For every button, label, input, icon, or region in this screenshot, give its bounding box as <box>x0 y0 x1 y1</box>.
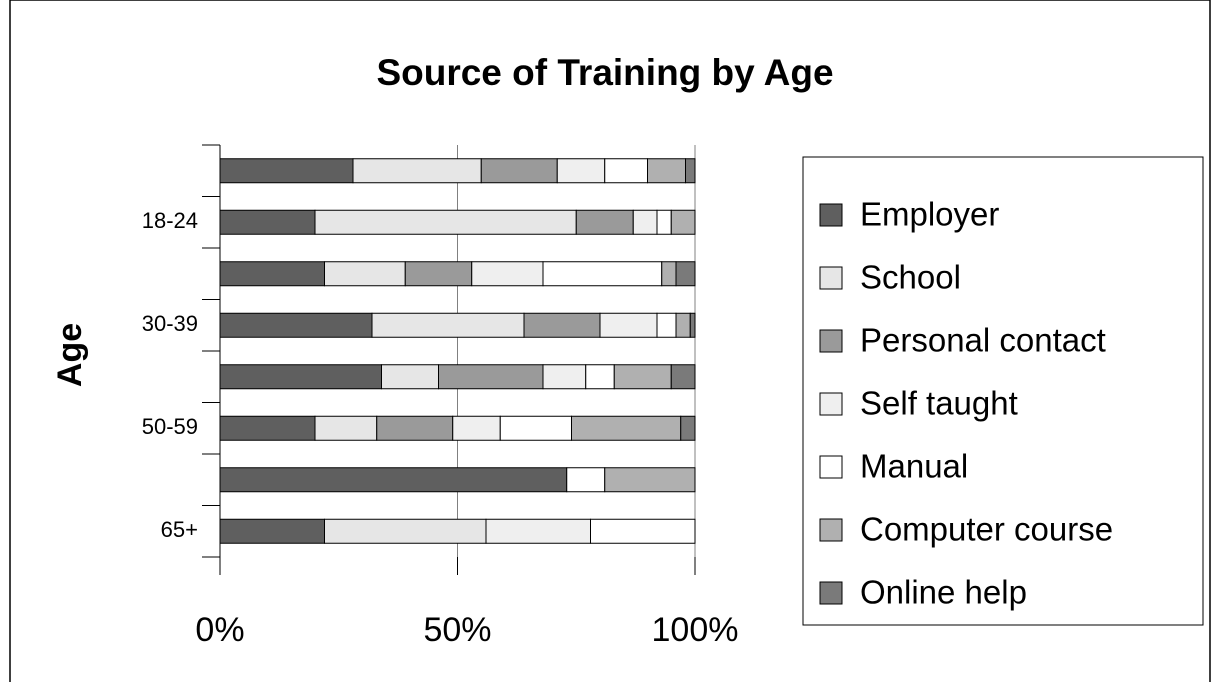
bar-segment <box>632 209 658 235</box>
legend-label: School <box>860 259 961 296</box>
legend-swatch <box>819 329 843 353</box>
bar-segment <box>371 312 525 338</box>
bar-segment <box>314 415 378 441</box>
x-tick-label: 100% <box>652 611 739 649</box>
bar-segment <box>219 518 325 544</box>
bar-segment <box>324 261 406 287</box>
y-tick-label: 18-24 <box>142 208 198 233</box>
x-tick-label: 50% <box>423 611 491 649</box>
bar-segment <box>556 158 606 184</box>
bar-segment <box>675 261 696 287</box>
y-tick-label: 50-59 <box>142 414 198 439</box>
bar-segment <box>523 312 601 338</box>
legend-label: Computer course <box>860 511 1113 548</box>
bar-segment <box>604 158 648 184</box>
bar-segment <box>575 209 634 235</box>
bar-segment <box>680 415 696 441</box>
legend-label: Employer <box>860 196 999 233</box>
bar-segment <box>566 467 606 493</box>
bar-segment <box>314 209 577 235</box>
bar-segment <box>452 415 501 441</box>
y-tick-label: 65+ <box>161 517 198 542</box>
bar-segment <box>542 261 663 287</box>
legend-box <box>802 156 1204 626</box>
bar-segment <box>670 364 696 390</box>
bar-segment <box>613 364 672 390</box>
bar-segment <box>675 312 691 338</box>
bar-segment <box>604 467 696 493</box>
chart-title: Source of Training by Age <box>376 52 833 93</box>
bar-segment <box>599 312 658 338</box>
bar-segment <box>376 415 454 441</box>
bar-segment <box>324 518 487 544</box>
bar-segment <box>219 209 316 235</box>
legend-swatch <box>819 518 843 542</box>
bar-segment <box>480 158 558 184</box>
bar-segment <box>219 415 316 441</box>
legend-swatch <box>819 581 843 605</box>
y-tick-label: 30-39 <box>142 311 198 336</box>
bar-segment <box>656 209 672 235</box>
bar-segment <box>219 261 325 287</box>
bar-segment <box>219 158 354 184</box>
bar-segment <box>499 415 572 441</box>
bar-segment <box>685 158 696 184</box>
x-tick-label: 0% <box>195 611 244 649</box>
bar-segment <box>571 415 682 441</box>
legend-swatch <box>819 392 843 416</box>
bar-segment <box>219 364 382 390</box>
bar-segment <box>219 312 373 338</box>
bar-segment <box>542 364 587 390</box>
legend-label: Online help <box>860 574 1027 611</box>
legend-label: Manual <box>860 448 968 485</box>
bar-segment <box>485 518 591 544</box>
bar-segment <box>647 158 686 184</box>
bar-segment <box>352 158 482 184</box>
bar-segment <box>689 312 696 338</box>
legend-label: Personal contact <box>860 322 1106 359</box>
bar-segment <box>404 261 473 287</box>
bar-segment <box>590 518 696 544</box>
bar-segment <box>661 261 677 287</box>
bar-segment <box>381 364 439 390</box>
bar-segment <box>471 261 544 287</box>
bar-segment <box>656 312 677 338</box>
y-axis-label: Age <box>51 323 89 387</box>
legend-swatch <box>819 203 843 227</box>
bar-segment <box>585 364 615 390</box>
bar-segment <box>219 467 568 493</box>
bar-segment <box>438 364 544 390</box>
legend-swatch <box>819 455 843 479</box>
legend-label: Self taught <box>860 385 1018 422</box>
legend-swatch <box>819 266 843 290</box>
bar-segment <box>670 209 696 235</box>
